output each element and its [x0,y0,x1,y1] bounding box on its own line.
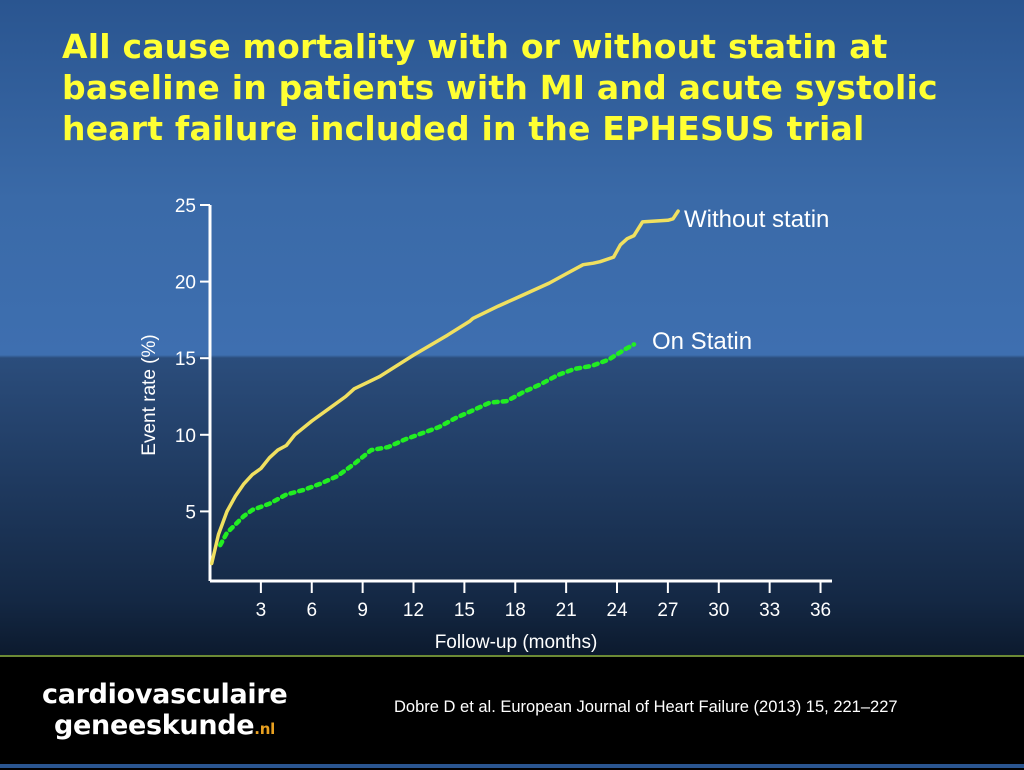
x-tick-label: 24 [606,600,628,621]
x-tick-label: 3 [256,600,267,621]
series-line-without-statin [209,209,680,566]
x-axis-label: Follow-up (months) [435,632,598,653]
x-tick-label: 15 [454,600,475,621]
y-tick-label: 15 [175,349,196,370]
x-tick-label: 9 [357,600,368,621]
y-tick-label: 10 [175,426,196,447]
series-label-without-statin: Without statin [684,206,829,233]
series-line-on-statin [217,342,637,548]
y-tick-label: 25 [175,196,196,217]
footer-bar: cardiovasculaire geneeskunde.nl Dobre D … [0,655,1024,770]
logo-line-2: geneeskunde.nl [42,710,287,745]
logo-suffix: .nl [254,720,275,738]
logo-word: geneeskunde [54,710,255,741]
x-tick-label: 36 [810,600,831,621]
x-tick-label: 30 [708,600,729,621]
x-tick-label: 18 [505,600,526,621]
x-tick-label: 21 [556,600,577,621]
x-tick-label: 12 [403,600,424,621]
citation-text: Dobre D et al. European Journal of Heart… [394,698,898,716]
bottom-accent-line [0,764,1024,768]
chart-series [209,209,680,566]
site-logo[interactable]: cardiovasculaire geneeskunde.nl [42,679,288,745]
logo-line-1: cardiovasculaire [42,679,288,710]
slide-title: All cause mortality with or without stat… [62,27,938,148]
series-label-on-statin: On Statin [652,328,752,355]
x-tick-label: 6 [306,600,317,621]
y-axis-label: Event rate (%) [139,334,160,455]
x-tick-label: 27 [657,600,678,621]
x-tick-label: 33 [759,600,780,621]
chart-axes [208,205,832,583]
y-tick-label: 5 [185,502,196,523]
y-tick-label: 20 [175,273,196,294]
